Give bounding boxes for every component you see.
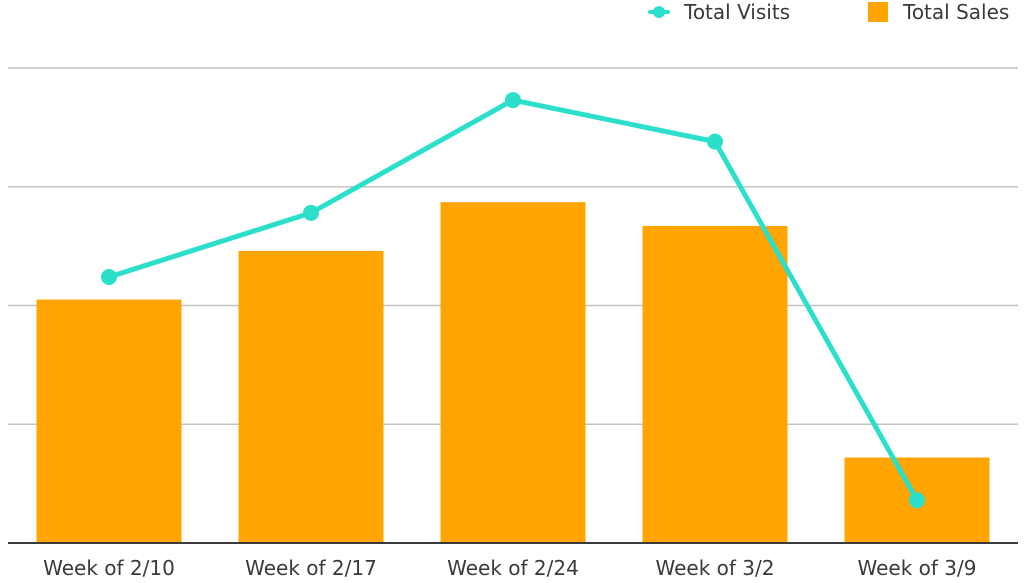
x-tick-label: Week of 2/24 <box>447 556 579 580</box>
legend-line-marker-icon <box>648 6 670 18</box>
x-tick-label: Week of 2/17 <box>245 556 377 580</box>
legend-item-total-sales: Total Sales <box>868 0 1009 24</box>
legend-label-total-sales: Total Sales <box>903 0 1010 24</box>
bar-total-sales <box>36 299 182 543</box>
point-total-visits <box>707 133 723 150</box>
x-axis-labels: Week of 2/10 Week of 2/17 Week of 2/24 Week… <box>43 556 976 580</box>
legend-label-total-visits: Total Visits <box>684 0 791 24</box>
point-total-visits <box>303 204 319 221</box>
point-total-visits <box>909 492 925 509</box>
legend-dot-swatch <box>653 6 665 18</box>
x-tick-label: Week of 3/2 <box>656 556 775 580</box>
point-total-visits <box>505 92 521 109</box>
visits-line <box>101 92 925 509</box>
x-tick-label: Week of 3/9 <box>858 556 977 580</box>
bar-total-sales <box>642 225 788 543</box>
legend-item-total-visits: Total Visits <box>648 0 790 24</box>
bar-total-sales <box>440 202 586 543</box>
x-tick-label: Week of 2/10 <box>43 556 175 580</box>
legend-bar-swatch-icon <box>868 2 888 22</box>
bar-total-sales <box>238 250 384 543</box>
point-total-visits <box>101 269 117 285</box>
